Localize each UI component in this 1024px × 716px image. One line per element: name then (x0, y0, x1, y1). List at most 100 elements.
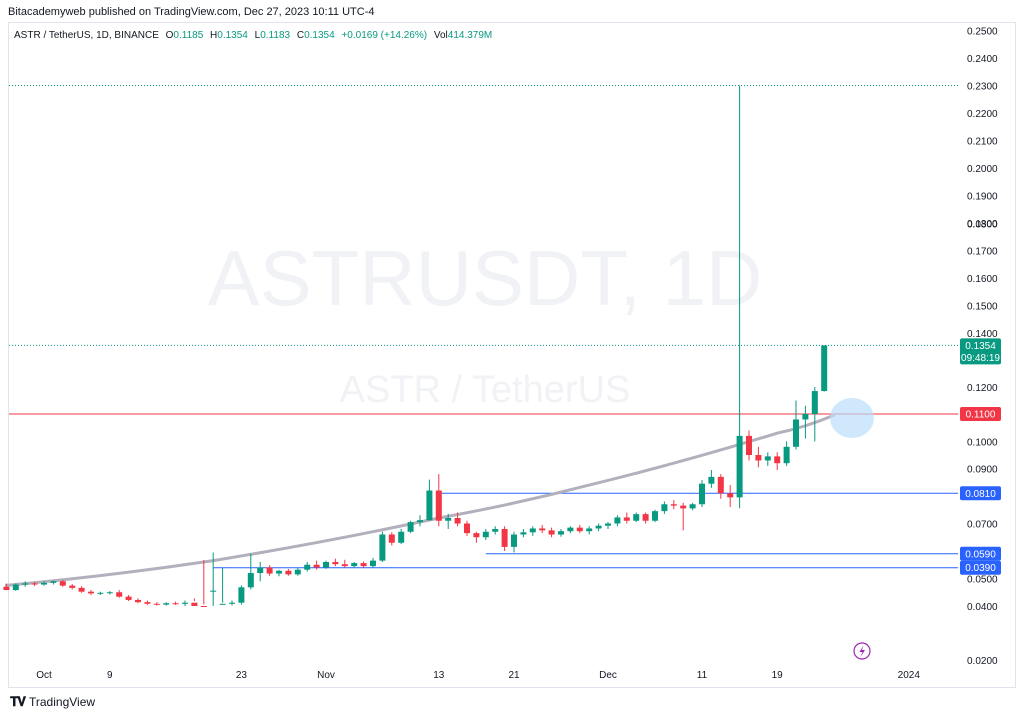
footer-brand[interactable]: 𝐓𝐕 TradingView (10, 694, 95, 710)
y-tick-label: 0.2300 (967, 82, 998, 93)
candle-body (605, 523, 611, 526)
candle-body (746, 435, 752, 455)
candle-body (332, 562, 339, 565)
candle (31, 581, 38, 587)
candle (304, 562, 311, 572)
candle (755, 446, 762, 468)
price-label-value: 0.0390 (965, 563, 996, 574)
lightning-icon[interactable] (853, 642, 871, 660)
candle-body (717, 476, 724, 494)
candle-body (529, 528, 536, 533)
candle (153, 602, 160, 606)
candle-body (539, 528, 546, 531)
candle-body (22, 583, 29, 585)
candle (717, 474, 724, 499)
candle (285, 568, 292, 576)
candle (511, 531, 517, 553)
price-label-value: 0.0590 (965, 549, 996, 560)
candle (520, 529, 527, 538)
y-tick-label: 0.0500 (967, 575, 998, 586)
candle (605, 522, 611, 529)
candle-body (219, 603, 226, 605)
candle-body (285, 570, 292, 575)
candle-body (125, 596, 132, 600)
candle-body (680, 505, 687, 509)
candle (548, 527, 555, 538)
candle-body (708, 476, 715, 484)
candle (341, 559, 348, 568)
price-label-blue: 0.0590 (960, 546, 1001, 561)
candle (135, 598, 141, 604)
x-tick-label: 21 (508, 670, 520, 681)
candle-body (97, 592, 104, 594)
candle (623, 512, 630, 524)
candle-body (3, 586, 10, 591)
candle-body (247, 573, 254, 588)
candle-body (445, 518, 452, 521)
candle-body (229, 602, 235, 604)
y-tick-label: 0.2200 (967, 109, 998, 120)
candle (22, 581, 29, 587)
candle-body (426, 490, 433, 521)
publisher-line: Bitacademyweb published on TradingView.c… (8, 6, 375, 18)
candle (116, 590, 123, 598)
y-tick-label: 0.2500 (967, 27, 998, 38)
candle-body (304, 564, 311, 570)
candle (689, 502, 696, 511)
price-label-countdown: 09:48:19 (961, 353, 1000, 364)
candle (388, 532, 395, 546)
candle (670, 500, 677, 510)
candle (41, 581, 47, 586)
price-label-box (960, 407, 1001, 421)
price-label-box (960, 486, 1001, 501)
candle-body (689, 504, 696, 509)
candle-body (793, 419, 799, 447)
candle (642, 512, 649, 524)
candle-body (783, 446, 790, 464)
candle-body (464, 523, 470, 534)
high-value: 0.1354 (217, 30, 248, 41)
candle-body (69, 585, 76, 588)
candle-body (31, 583, 38, 585)
x-tick-label: Nov (317, 670, 335, 681)
candle (97, 591, 104, 595)
candle-body (802, 414, 809, 420)
candle-body (520, 532, 527, 535)
y-tick-label: 0.0400 (967, 602, 998, 613)
x-tick-label: 11 (697, 670, 708, 681)
candle (3, 583, 10, 591)
candle (699, 480, 705, 507)
candle (266, 565, 273, 576)
candle-body (576, 527, 583, 532)
candle-body (200, 606, 207, 607)
y-tick-label: 0.1800 (967, 219, 998, 230)
candle (764, 452, 771, 466)
y-tick-label: 0.1600 (967, 274, 998, 285)
candle (313, 560, 320, 570)
candle (473, 531, 480, 543)
candle-body (313, 564, 320, 568)
candle (529, 526, 536, 536)
symbol-line[interactable]: ASTR / TetherUS, 1D, BINANCE (14, 30, 159, 41)
candle (576, 524, 583, 534)
candle (445, 513, 452, 529)
candle (802, 405, 809, 439)
candle (680, 502, 687, 531)
x-tick-label: 9 (107, 670, 113, 681)
candle-body (567, 527, 574, 532)
candle-body (821, 345, 828, 392)
candle (652, 509, 658, 523)
candle-body (398, 531, 405, 543)
candle (454, 512, 461, 527)
candle-body (670, 504, 677, 506)
candle-body (50, 581, 57, 583)
y-tick-label: 0.1500 (967, 302, 998, 313)
high-label: H (210, 30, 218, 41)
candle-body (633, 514, 640, 521)
candle (435, 474, 442, 527)
candle-body (238, 587, 245, 603)
candle (746, 430, 752, 461)
candle (821, 345, 828, 392)
